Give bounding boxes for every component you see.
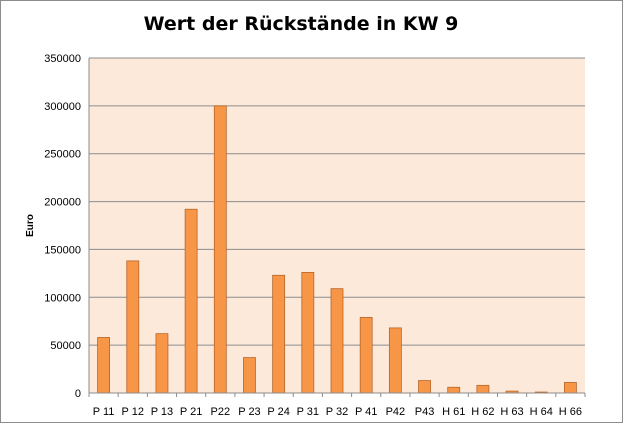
axes (88, 58, 586, 397)
x-tick-label: P42 (386, 406, 406, 418)
x-tick-label: P 21 (180, 406, 202, 418)
y-tick-label: 250000 (44, 149, 81, 161)
bar (447, 386, 461, 394)
chart-title: Wert der Rückstände in KW 9 (143, 13, 459, 35)
bar (97, 337, 110, 394)
x-tick-label: H 61 (442, 406, 465, 418)
x-tick-label: P 41 (355, 406, 377, 418)
y-tick-label: 150000 (44, 244, 81, 256)
y-tick-labels: 0 50000 100000 150000 200000 250000 300000 3500… (44, 53, 81, 400)
bar (243, 357, 256, 394)
y-axis-label: Euro (25, 214, 36, 237)
x-tick-label: H 62 (471, 406, 494, 418)
bar (564, 382, 577, 394)
x-tick-label: P 32 (326, 406, 348, 418)
x-tick-label: P 24 (267, 406, 289, 418)
bar (301, 271, 315, 394)
x-tick-label: P 13 (151, 406, 173, 418)
x-tick-labels: P 11 P 12 P 13 P 21 P22 P 23 P 24 P 31 P 32 P 41 P… (93, 406, 582, 418)
x-tick-label: H 63 (500, 406, 523, 418)
bars (97, 105, 577, 394)
bar (155, 333, 169, 394)
x-tick-label: P 31 (297, 406, 319, 418)
bar (388, 327, 402, 394)
y-tick-label: 350000 (44, 53, 81, 65)
bar (359, 316, 373, 394)
x-tick-label: H 66 (559, 406, 582, 418)
bar (476, 384, 490, 394)
bar (418, 380, 431, 394)
y-tick-label: 50000 (50, 340, 81, 352)
y-tick-label: 300000 (44, 101, 81, 113)
bar (184, 208, 198, 394)
x-tick-label: P43 (415, 406, 435, 418)
y-tick-label: 100000 (44, 292, 81, 304)
y-tick-label: 0 (75, 388, 81, 400)
x-tick-label: H 64 (530, 406, 553, 418)
y-tick-label: 200000 (44, 197, 81, 209)
x-tick-label: P22 (211, 406, 231, 418)
x-tick-label: P 11 (93, 406, 115, 418)
bar (126, 260, 140, 394)
bar (330, 288, 344, 394)
bar (272, 274, 286, 394)
bar (213, 105, 227, 394)
x-tick-label: P 12 (122, 406, 144, 418)
x-tick-label: P 23 (238, 406, 260, 418)
